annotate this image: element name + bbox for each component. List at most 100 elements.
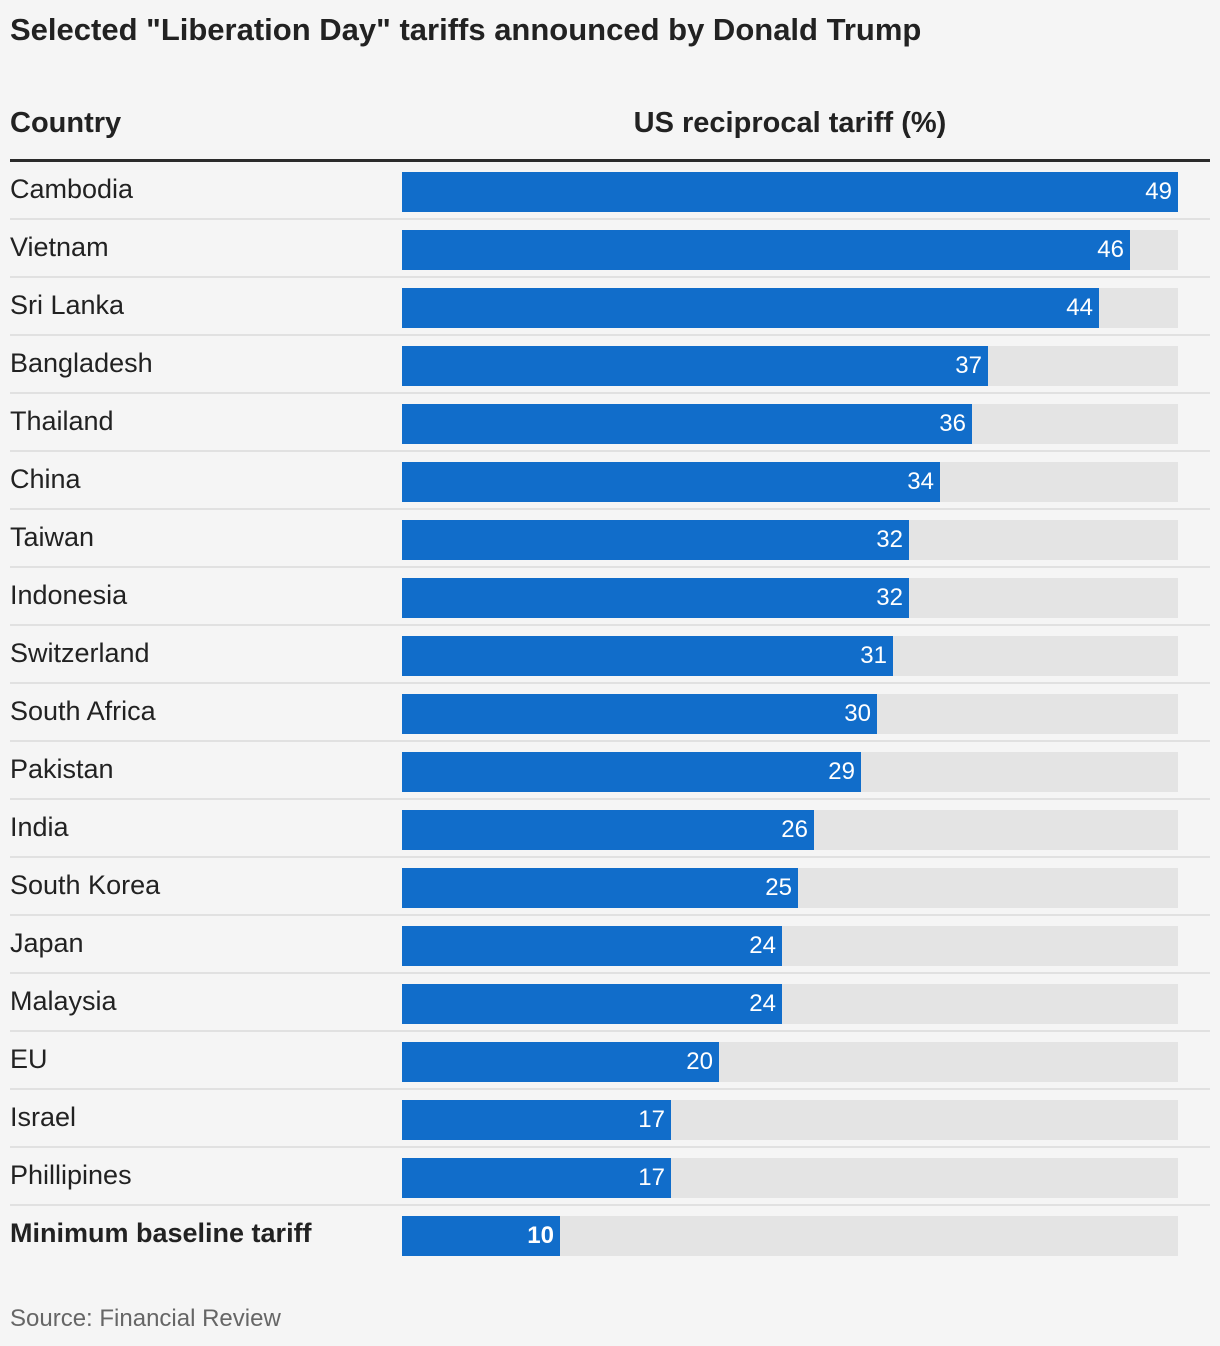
country-label: Taiwan xyxy=(10,522,95,552)
bar-value-label: 29 xyxy=(828,758,855,785)
table-row: Japan 24 xyxy=(0,916,1220,974)
bar-track: 17 xyxy=(402,1158,1178,1198)
bar: 26 xyxy=(402,810,814,850)
bar-track: 30 xyxy=(402,694,1178,734)
row-divider xyxy=(10,450,1210,452)
bar-track: 24 xyxy=(402,926,1178,966)
bar-value-label: 49 xyxy=(1145,178,1172,205)
bar-value-label: 17 xyxy=(638,1164,665,1191)
bar-track: 31 xyxy=(402,636,1178,676)
bar-value-label: 24 xyxy=(749,990,776,1017)
country-label: Cambodia xyxy=(10,174,134,204)
table-row: Bangladesh 37 xyxy=(0,336,1220,394)
table-row: Thailand 36 xyxy=(0,394,1220,452)
bar-value-label: 10 xyxy=(527,1222,554,1249)
country-label: Bangladesh xyxy=(10,348,153,378)
bar-track: 29 xyxy=(402,752,1178,792)
bar-value-label: 17 xyxy=(638,1106,665,1133)
table-row: China 34 xyxy=(0,452,1220,510)
row-divider xyxy=(10,392,1210,394)
column-header-tariff: US reciprocal tariff (%) xyxy=(633,107,947,139)
country-label: India xyxy=(10,812,69,842)
row-divider xyxy=(10,276,1210,278)
country-label: Thailand xyxy=(10,406,114,436)
table-row: South Korea 25 xyxy=(0,858,1220,916)
bar: 49 xyxy=(402,172,1178,212)
country-label: South Africa xyxy=(10,696,156,726)
row-divider xyxy=(10,1146,1210,1148)
row-divider xyxy=(10,218,1210,220)
row-divider xyxy=(10,682,1210,684)
bar: 37 xyxy=(402,346,988,386)
table-row: Taiwan 32 xyxy=(0,510,1220,568)
bar: 30 xyxy=(402,694,877,734)
bar-track: 20 xyxy=(402,1042,1178,1082)
bar: 17 xyxy=(402,1158,671,1198)
bar: 44 xyxy=(402,288,1099,328)
bar-track: 32 xyxy=(402,520,1178,560)
country-label: Vietnam xyxy=(10,232,109,262)
bar: 24 xyxy=(402,926,782,966)
row-divider xyxy=(10,624,1210,626)
country-label: Japan xyxy=(10,928,84,958)
bar-value-label: 34 xyxy=(907,468,934,495)
table-row: South Africa 30 xyxy=(0,684,1220,742)
bar-value-label: 32 xyxy=(876,584,903,611)
bar: 10 xyxy=(402,1216,560,1256)
bar-rows: Cambodia 49 Vietnam 46 Sri Lanka 44 Bangladesh… xyxy=(0,162,1220,1264)
bar: 32 xyxy=(402,520,909,560)
bar: 34 xyxy=(402,462,940,502)
bar-track: 49 xyxy=(402,172,1178,212)
bar-value-label: 44 xyxy=(1066,294,1093,321)
row-divider xyxy=(10,856,1210,858)
table-row: Sri Lanka 44 xyxy=(0,278,1220,336)
bar-track: 24 xyxy=(402,984,1178,1024)
country-label: South Korea xyxy=(10,870,161,900)
country-label: Switzerland xyxy=(10,638,150,668)
country-label: EU xyxy=(10,1044,48,1074)
table-row: India 26 xyxy=(0,800,1220,858)
row-divider xyxy=(10,508,1210,510)
country-label: Phillipines xyxy=(10,1160,132,1190)
bar-value-label: 30 xyxy=(844,700,871,727)
bar-value-label: 36 xyxy=(939,410,966,437)
table-row: Vietnam 46 xyxy=(0,220,1220,278)
row-divider xyxy=(10,1088,1210,1090)
table-row: Phillipines 17 xyxy=(0,1148,1220,1206)
bar: 36 xyxy=(402,404,972,444)
bar-value-label: 26 xyxy=(781,816,808,843)
bar: 31 xyxy=(402,636,893,676)
row-divider xyxy=(10,1204,1210,1206)
bar-value-label: 24 xyxy=(749,932,776,959)
bar: 20 xyxy=(402,1042,719,1082)
bar-value-label: 20 xyxy=(686,1048,713,1075)
table-row: Indonesia 32 xyxy=(0,568,1220,626)
table-row: Pakistan 29 xyxy=(0,742,1220,800)
country-label: China xyxy=(10,464,81,494)
row-divider xyxy=(10,914,1210,916)
country-label: Sri Lanka xyxy=(10,290,125,320)
bar: 25 xyxy=(402,868,798,908)
country-label: Indonesia xyxy=(10,580,128,610)
table-row: Israel 17 xyxy=(0,1090,1220,1148)
country-label: Israel xyxy=(10,1102,77,1132)
table-row: Malaysia 24 xyxy=(0,974,1220,1032)
bar-track: 34 xyxy=(402,462,1178,502)
bar-track: 17 xyxy=(402,1100,1178,1140)
country-label: Minimum baseline tariff xyxy=(10,1218,312,1248)
bar-track: 32 xyxy=(402,578,1178,618)
row-divider xyxy=(10,740,1210,742)
bar-value-label: 31 xyxy=(860,642,887,669)
bar: 17 xyxy=(402,1100,671,1140)
bar-track: 36 xyxy=(402,404,1178,444)
header-divider xyxy=(10,159,1210,162)
bar-value-label: 32 xyxy=(876,526,903,553)
bar-value-label: 46 xyxy=(1097,236,1124,263)
row-divider xyxy=(10,1030,1210,1032)
source-note: Source: Financial Review xyxy=(10,1305,281,1332)
bar: 29 xyxy=(402,752,861,792)
row-divider xyxy=(10,798,1210,800)
row-divider xyxy=(10,972,1210,974)
bar-track: 37 xyxy=(402,346,1178,386)
country-label: Pakistan xyxy=(10,754,114,784)
